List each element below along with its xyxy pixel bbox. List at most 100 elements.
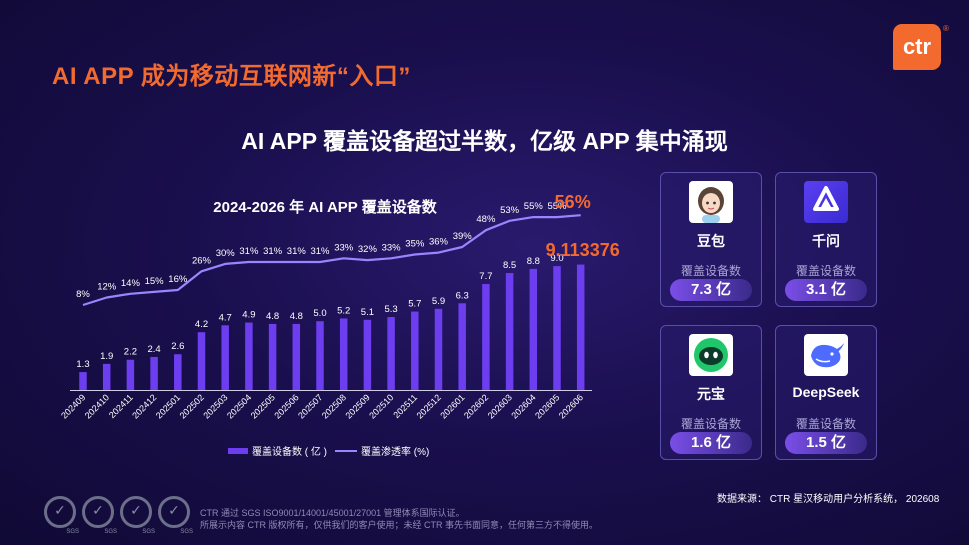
x-tick-label: 202511 (391, 392, 419, 420)
sgs-badge-icon: SGS (120, 496, 155, 535)
x-tick-label: 202412 (130, 392, 158, 420)
x-tick-label: 202410 (83, 392, 111, 420)
yuanbao-icon (689, 334, 733, 376)
bar-mark (150, 356, 158, 390)
metric-label: 覆盖设备数 (680, 417, 741, 431)
sgs-badge-icon: SGS (158, 496, 193, 535)
x-tick-label: 202603 (486, 392, 514, 420)
x-tick-label: 202510 (367, 392, 395, 420)
chart-legend: 覆盖设备数 ( 亿 ) 覆盖渗透率 (%) (228, 443, 429, 458)
line-value-label: 35% (405, 239, 425, 250)
bar-mark (505, 273, 514, 390)
app-name: 千问 (812, 233, 840, 249)
app-name: 豆包 (697, 233, 725, 249)
bar-mark (339, 318, 348, 390)
metric-label: 覆盖设备数 (680, 264, 741, 278)
bar-value-label: 5.3 (384, 304, 397, 315)
bar-value-label: 5.1 (361, 307, 374, 318)
bar-value-label: 2.2 (124, 347, 137, 358)
legend-bar-label: 覆盖设备数 ( 亿 ) (252, 447, 327, 458)
bar-mark (458, 303, 466, 390)
bar-mark (292, 323, 301, 390)
line-value-label: 31% (239, 246, 259, 257)
certification-badges: SGS SGS SGS SGS (44, 496, 193, 535)
footer-line-2: 所展示内容 CTR 版权所有，仅供我们的客户使用；未经 CTR 事先书面同意，任… (200, 520, 598, 530)
x-tick-label: 202504 (225, 392, 253, 420)
bar-mark (268, 323, 277, 390)
footer-line-1: CTR 通过 SGS ISO9001/14001/45001/27001 管理体… (200, 508, 465, 518)
sgs-badge-icon: SGS (44, 496, 79, 535)
deepseek-icon (804, 334, 848, 376)
line-value-label: 55% (547, 201, 567, 212)
bar-value-label: 4.2 (195, 319, 208, 330)
bar-mark (387, 317, 395, 390)
bar-value-label: 4.9 (242, 310, 255, 321)
line-value-label: 32% (358, 244, 378, 255)
chart-title: 2024-2026 年 AI APP 覆盖设备数 (213, 199, 437, 216)
line-value-label: 31% (263, 246, 283, 257)
app-card-deepseek: DeepSeek 覆盖设备数 1.5 亿 (775, 325, 877, 460)
bar-value-label: 5.2 (337, 305, 350, 316)
line-value-label: 55% (524, 201, 544, 212)
page-title: AI APP 成为移动互联网新“入口” (52, 63, 411, 90)
bar-mark (79, 372, 87, 390)
line-value-label: 48% (476, 214, 496, 225)
bar-value-label: 4.8 (290, 311, 303, 322)
metric-label: 覆盖设备数 (795, 264, 856, 278)
app-card-yuanbao: 元宝 覆盖设备数 1.6 亿 (660, 325, 762, 460)
bar-mark (363, 319, 372, 390)
bar-mark (316, 321, 324, 390)
bar-value-label: 6.3 (456, 290, 469, 301)
bar-value-label: 5.9 (432, 296, 445, 307)
bar-mark (174, 354, 182, 390)
line-value-label: 30% (216, 248, 236, 259)
x-tick-label: 202601 (438, 392, 466, 420)
x-tick-label: 202606 (557, 392, 585, 420)
bar-value-label: 4.7 (219, 312, 232, 323)
app-name: 元宝 (697, 386, 725, 402)
app-card-doubao: 豆包 覆盖设备数 7.3 亿 (660, 172, 762, 307)
bar-value-label: 9.113376 (546, 240, 620, 260)
x-tick-label: 202602 (462, 392, 490, 420)
legend-item-bar: 覆盖设备数 ( 亿 ) (228, 443, 327, 458)
registered-mark: ® (943, 24, 949, 33)
x-tick-label: 202503 (201, 392, 229, 420)
line-value-label: 33% (334, 242, 354, 253)
line-value-label: 36% (429, 237, 449, 248)
bar-mark (102, 363, 111, 390)
legend-line-swatch (335, 449, 357, 452)
bar-value-label: 2.4 (147, 344, 160, 355)
line-value-label: 53% (500, 205, 520, 216)
line-value-label: 56% (555, 192, 591, 212)
footer-disclaimer: CTR 通过 SGS ISO9001/14001/45001/27001 管理体… (200, 507, 598, 531)
penetration-line (82, 214, 581, 307)
line-value-label: 16% (168, 274, 188, 285)
doubao-icon (689, 181, 733, 223)
x-tick-label: 202411 (107, 392, 135, 420)
headline: AI APP 覆盖设备超过半数，亿级 APP 集中涌现 (241, 128, 728, 154)
bar-value-label: 1.3 (76, 359, 89, 370)
bar-value-label: 1.9 (100, 351, 113, 362)
bar-mark (576, 264, 585, 390)
line-value-label: 14% (121, 278, 141, 289)
bar-value-label: 9.0 (550, 253, 563, 264)
badge-label: SGS (142, 529, 155, 535)
metric-label: 覆盖设备数 (795, 417, 856, 431)
x-tick-label: 202501 (154, 392, 182, 420)
badge-label: SGS (66, 529, 79, 535)
line-value-label: 15% (145, 276, 165, 287)
bar-mark (529, 268, 538, 390)
x-tick-label: 202507 (296, 392, 324, 420)
bar-value-label: 7.7 (479, 271, 492, 282)
app-name: DeepSeek (792, 384, 860, 400)
legend-item-line: 覆盖渗透率 (%) (335, 443, 429, 458)
bar-mark (197, 332, 206, 390)
metric-value: 1.5 亿 (785, 432, 867, 454)
line-value-label: 33% (382, 242, 402, 253)
x-tick-label: 202505 (249, 392, 277, 420)
qianwen-icon (804, 181, 848, 223)
app-card-qianwen: 千问 覆盖设备数 3.1 亿 (775, 172, 877, 307)
data-source: 数据来源： CTR 星汉移动用户分析系统， 202608 (717, 494, 940, 505)
line-value-label: 31% (287, 246, 307, 257)
line-value-label: 31% (310, 246, 330, 257)
